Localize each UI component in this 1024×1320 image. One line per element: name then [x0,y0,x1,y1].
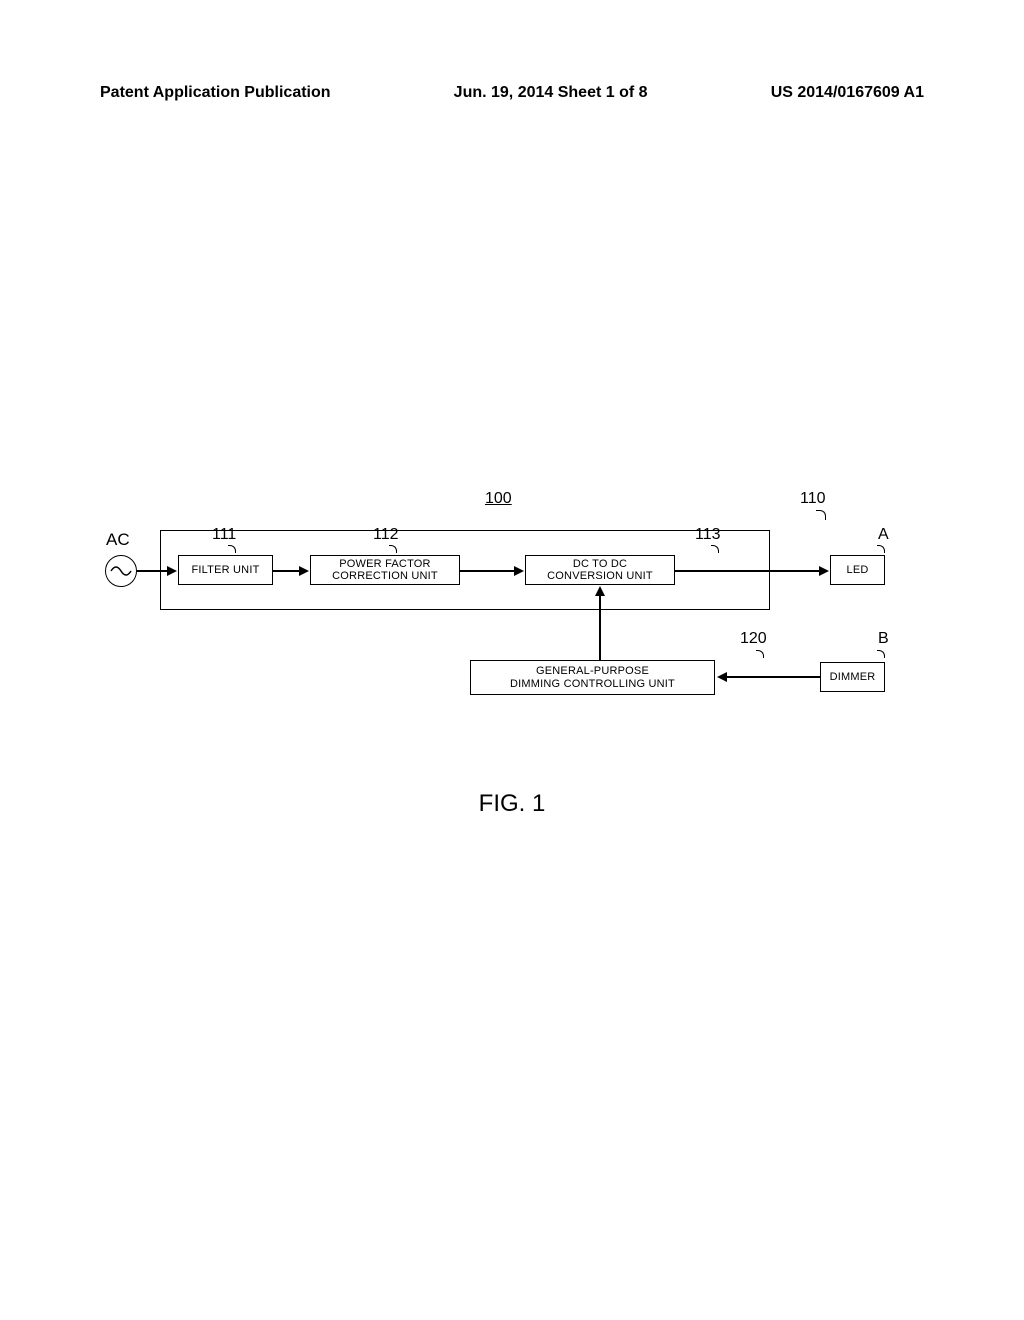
letter-b: B [878,630,889,648]
pfc-box: POWER FACTOR CORRECTION UNIT [310,555,460,585]
wire-ac-to-filter [137,570,167,572]
dcdc-box: DC TO DC CONVERSION UNIT [525,555,675,585]
arrowhead-ac [167,566,177,576]
leader-120 [756,650,764,658]
led-label: LED [847,564,869,576]
block-diagram: AC 100 110 A FILTER UNIT 111 POWER FACTO… [100,470,920,770]
page-header: Patent Application Publication Jun. 19, … [0,84,1024,102]
figure-caption: FIG. 1 [0,790,1024,818]
ref-112: 112 [373,526,399,544]
header-right: US 2014/0167609 A1 [771,84,924,102]
filter-unit-label: FILTER UNIT [192,564,260,576]
ref-110: 110 [800,490,826,508]
dimmer-label: DIMMER [830,671,876,683]
filter-unit-box: FILTER UNIT [178,555,273,585]
wire-dcdc-to-led [675,570,820,572]
leader-a [877,545,885,553]
leader-110 [816,510,826,520]
ref-111: 111 [212,526,236,544]
wire-filter-to-pfc [273,570,300,572]
dcdc-label: DC TO DC CONVERSION UNIT [547,558,653,582]
ref-120: 120 [740,630,767,648]
pfc-label: POWER FACTOR CORRECTION UNIT [332,558,438,582]
wire-dimmer-to-dimctl [726,676,820,678]
dimmer-box: DIMMER [820,662,885,692]
header-center: Jun. 19, 2014 Sheet 1 of 8 [454,84,648,102]
arrowhead-dcdc-led [819,566,829,576]
leader-b [877,650,885,658]
wire-pfc-to-dcdc [460,570,515,572]
ref-113: 113 [695,526,721,544]
led-box: LED [830,555,885,585]
dimming-controller-box: GENERAL-PURPOSE DIMMING CONTROLLING UNIT [470,660,715,695]
header-left: Patent Application Publication [100,84,331,102]
ac-label: AC [106,530,130,550]
arrowhead-filter-pfc [299,566,309,576]
ref-100: 100 [485,490,512,508]
ac-source-icon [105,555,137,587]
letter-a: A [878,526,889,544]
arrowhead-dimmer-dimctl [717,672,727,682]
wire-dimctl-to-dcdc [599,596,601,660]
dimming-controller-label: GENERAL-PURPOSE DIMMING CONTROLLING UNIT [510,665,675,689]
arrowhead-pfc-dcdc [514,566,524,576]
arrowhead-dimctl-dcdc [595,586,605,596]
